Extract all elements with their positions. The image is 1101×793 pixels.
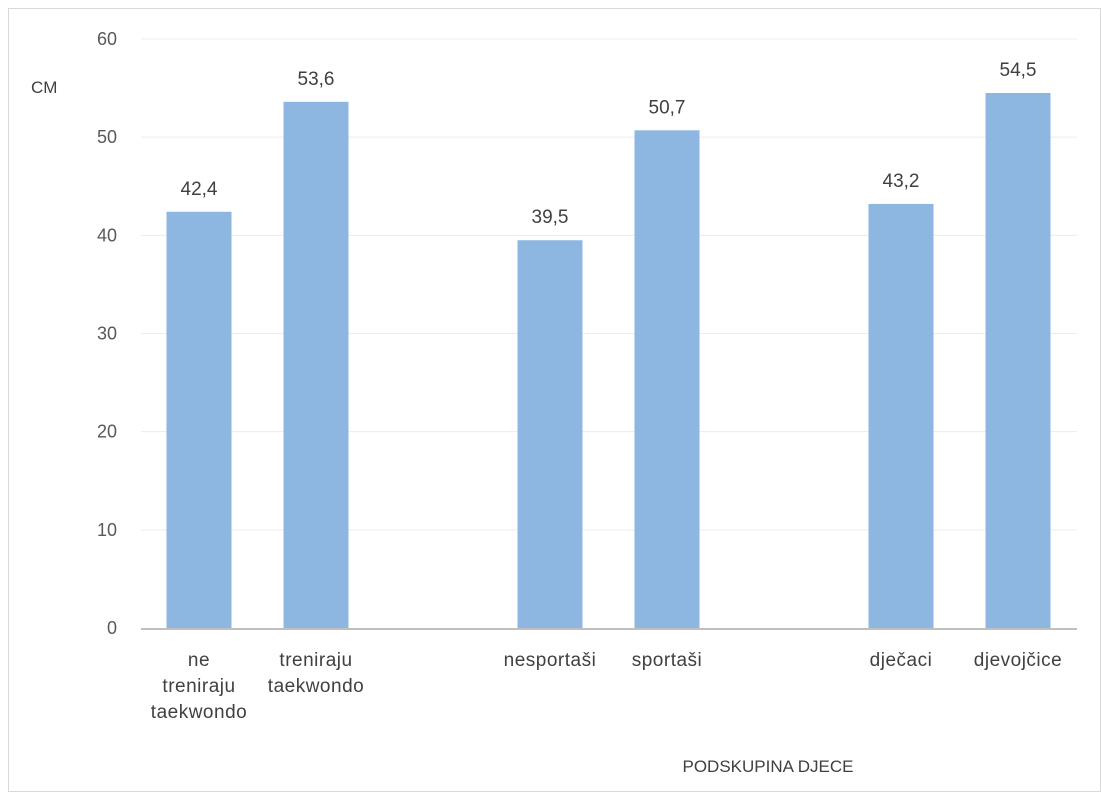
category-label: nesportaši [504, 650, 597, 671]
bars [166, 92, 1051, 629]
data-label: 53,6 [298, 69, 335, 90]
y-tick-label: 50 [97, 127, 117, 147]
category-label-line: sportaši [632, 650, 703, 671]
data-label: 54,5 [1000, 60, 1037, 81]
category-label-line: taekwondo [151, 702, 247, 723]
data-label: 50,7 [649, 97, 686, 118]
bar [283, 101, 349, 629]
data-label: 43,2 [883, 171, 920, 192]
category-label-line: treniraju [162, 676, 235, 697]
y-axis-title: CM [31, 78, 57, 97]
category-label-line: nesportaši [504, 650, 597, 671]
y-tick-label: 30 [97, 324, 117, 344]
category-label-line: treniraju [279, 650, 352, 671]
y-tick-label: 60 [97, 29, 117, 49]
category-label: sportaši [632, 650, 703, 671]
bar [634, 130, 700, 629]
bar [868, 203, 934, 629]
category-label-line: ne [188, 650, 210, 671]
category-label-line: taekwondo [268, 676, 364, 697]
y-axis-ticks: 0 10 20 30 40 50 60 [97, 29, 117, 638]
category-label-line: dječaci [870, 650, 933, 671]
category-label: djevojčice [974, 650, 1062, 671]
bar-chart: 0 10 20 30 40 50 60 42,4 53,6 39,5 50,7 43,2 54,5 n… [31, 29, 1077, 776]
x-axis-title: PODSKUPINA DJECE [683, 757, 854, 776]
data-label: 39,5 [532, 207, 569, 228]
category-label: dječaci [870, 650, 933, 671]
y-tick-label: 20 [97, 422, 117, 442]
bar [166, 211, 232, 629]
gridlines [141, 38, 1077, 531]
data-labels: 42,4 53,6 39,5 50,7 43,2 54,5 [181, 60, 1037, 228]
category-label-line: djevojčice [974, 650, 1062, 671]
category-label: ne treniraju taekwondo [151, 650, 247, 723]
bar [517, 240, 583, 628]
chart-frame: 0 10 20 30 40 50 60 42,4 53,6 39,5 50,7 43,2 54,5 n… [8, 8, 1101, 792]
y-tick-label: 40 [97, 225, 117, 245]
y-tick-label: 10 [97, 520, 117, 540]
category-label: treniraju taekwondo [268, 650, 364, 697]
data-label: 42,4 [181, 179, 218, 200]
bar [985, 92, 1051, 628]
y-tick-label: 0 [107, 618, 117, 638]
